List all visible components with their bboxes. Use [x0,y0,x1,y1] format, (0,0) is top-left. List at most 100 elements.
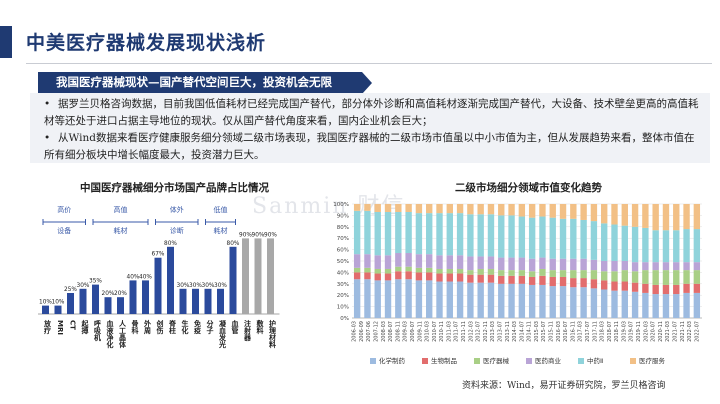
stacked-segment [395,266,402,272]
y-tick-label: 50% [337,259,349,265]
stacked-segment [467,270,474,275]
stacked-segment [652,294,659,318]
stacked-segment [487,282,495,318]
stacked-segment [611,224,618,261]
category-label: 脊柱 [168,319,177,335]
category-label: 分子 [206,319,214,335]
category-label: 人工晶体 [118,319,127,349]
x-tick-label: 2020-07 [651,321,657,342]
x-tick-label: 2018-07 [607,321,613,342]
stacked-segment [631,262,639,272]
stacked-segment [477,282,484,318]
stacked-segment [405,279,412,318]
left-chart-title: 中国医疗器械细分市场国产品牌占比情况 [80,182,269,194]
stacked-segment [549,276,556,287]
stacked-segment [642,292,649,318]
stacked-segment [652,230,659,263]
stacked-segment [642,283,649,293]
stacked-segment [601,204,608,224]
category-label: 放疗 [43,319,52,335]
bar-value-label: 10% [52,300,65,306]
stacked-segment [518,216,526,258]
stacked-segment [395,271,402,280]
stacked-segment [631,282,639,292]
x-tick-label: 2007-12 [374,321,380,342]
stacked-segment [652,262,659,271]
bar [67,293,74,314]
bar-value-label: 30% [189,283,202,289]
bar [217,288,224,314]
section-banner-tail [362,72,372,94]
legend-swatch [630,358,636,364]
stacked-segment [601,280,608,290]
x-tick-label: 2015-03 [534,321,540,342]
y-tick-label: 60% [337,248,349,254]
bar-value-label: 20% [114,291,127,297]
category-label: 注射器 [243,319,252,342]
stacked-segment [601,289,608,318]
bar-value-label: 80% [227,241,240,247]
x-tick-label: 2014-07 [519,321,525,342]
x-tick-label: 2014-11 [527,321,533,342]
stacked-segment [570,287,577,318]
x-tick-label: 2022-03 [687,321,693,342]
x-tick-label: 2011-03 [446,321,452,342]
stacked-segment [580,204,587,220]
stacked-segment [528,276,536,285]
stacked-segment [374,268,381,274]
stacked-segment [580,278,587,288]
stacked-segment [415,267,423,273]
bar [192,288,199,314]
stacked-segment [456,204,464,214]
stacked-segment [518,257,526,271]
stacked-segment [528,217,536,259]
bar-value-label: 30% [77,283,90,289]
bullet-text: 据罗兰贝格咨询数据，目前我国低值耗材已经完成国产替代，部分体外诊断和高值耗材逐渐… [44,98,699,127]
stacked-segment [528,271,536,277]
stacked-segment [590,221,598,260]
y-tick-label: 20% [337,293,349,299]
stacked-segment [570,218,577,259]
stacked-segment [384,211,392,256]
bar [79,288,87,314]
y-tick-label: 40% [337,270,349,276]
bar [54,305,62,314]
stacked-segment [477,214,484,257]
y-tick-label: 100% [333,202,349,208]
section-banner [38,72,362,94]
x-tick-label: 2008-07 [388,321,394,342]
stacked-segment [446,281,453,318]
stacked-segment [395,253,402,267]
stacked-segment [364,267,371,273]
bar [204,288,212,314]
stacked-segment [436,255,443,269]
bullet-item: • 据罗兰贝格咨询数据，目前我国低值耗材已经完成国产替代，部分体外诊断和高值耗材逐… [44,96,704,130]
bar-value-label: 20% [102,291,115,297]
stacked-segment [642,262,649,271]
stacked-segment [436,204,443,214]
stacked-segment [467,282,474,318]
stacked-segment [395,279,402,318]
stacked-segment [487,214,495,257]
x-tick-label: 2009-03 [403,321,409,342]
category-label: 护理材料 [269,319,278,349]
x-tick-label: 2011-07 [454,321,460,342]
bar [242,238,249,314]
x-tick-label: 2009-07 [410,321,416,342]
stacked-segment [570,270,577,279]
stacked-segment [426,213,433,255]
stacked-segment [364,272,371,280]
stacked-segment [693,229,701,263]
stacked-segment [374,273,381,281]
stacked-segment [426,272,433,281]
stacked-segment [477,256,484,269]
stacked-segment [693,292,701,318]
stacked-segment [652,204,659,231]
x-tick-label: 2017-03 [578,321,584,342]
stacked-segment [621,290,628,318]
x-tick-label: 2009-11 [417,321,423,342]
stacked-segment [426,254,433,268]
stacked-segment [673,270,680,285]
group-label-bottom: 设备 [57,226,71,235]
stacked-segment [395,204,402,212]
